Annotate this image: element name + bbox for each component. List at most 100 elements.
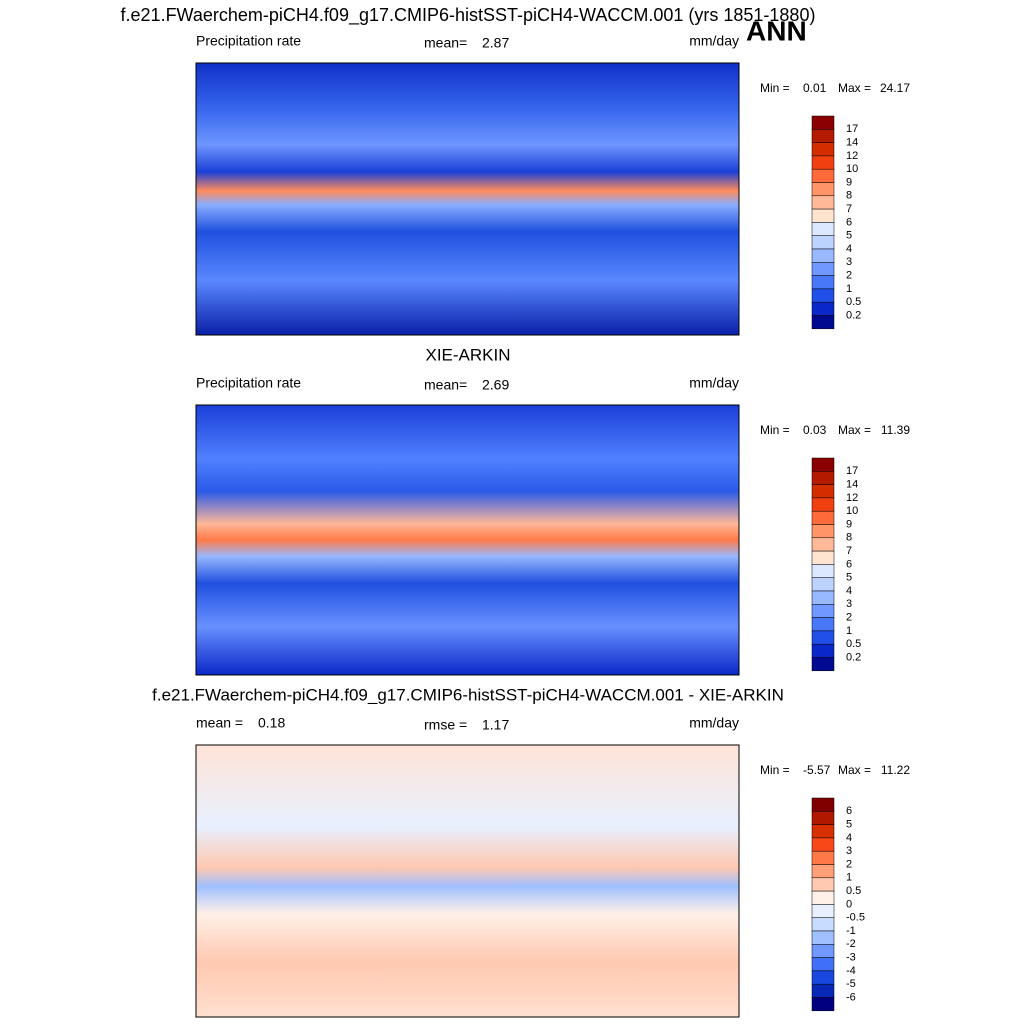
colorbar-label: 0 [846, 898, 852, 910]
colorbar-label: 2 [846, 612, 852, 624]
colorbar-box [811, 155, 835, 170]
colorbar-label: 8 [846, 532, 852, 544]
min-value: -5.57 [803, 763, 831, 777]
panel-heading: XIE-ARKIN [425, 345, 510, 364]
colorbar-label: 17 [846, 123, 858, 135]
colorbar-label: 3 [846, 598, 852, 610]
colorbar-box [811, 262, 835, 276]
max-value: 11.22 [881, 763, 910, 777]
colorbar-box [811, 484, 835, 499]
colorbar-label: 12 [846, 492, 858, 504]
colorbar-box [811, 617, 835, 632]
colorbar-label: 0.5 [846, 885, 861, 897]
colorbar-box [811, 630, 835, 645]
colorbar-label: 0.5 [846, 638, 861, 650]
map-field [195, 62, 740, 336]
stat-value: 1.17 [482, 717, 509, 733]
colorbar-box [811, 510, 835, 525]
colorbar-label: -4 [846, 965, 856, 977]
colorbar-box [811, 850, 835, 865]
colorbar-box [811, 797, 835, 812]
colorbar-box [811, 142, 835, 157]
colorbar-box [811, 997, 835, 1012]
colorbar-box [811, 657, 835, 672]
colorbar-label: 1 [846, 283, 852, 295]
min-label: Min = [760, 81, 790, 95]
colorbar-label: -6 [846, 991, 856, 1003]
colorbar-label: 14 [846, 137, 858, 149]
colorbar-box [811, 930, 835, 945]
colorbar-label: 17 [846, 465, 858, 477]
colorbar-box [811, 115, 835, 130]
colorbar-label: 5 [846, 230, 852, 242]
colorbar-box [811, 917, 835, 932]
colorbar-box [811, 195, 835, 210]
colorbar-label: 3 [846, 256, 852, 268]
colorbar-box [811, 864, 835, 879]
colorbar-label: 5 [846, 572, 852, 584]
colorbar-box [811, 904, 835, 918]
stat-label: rmse = [424, 717, 467, 733]
colorbar-box [811, 208, 835, 223]
colorbar-box [811, 222, 835, 236]
colorbar-label: 4 [846, 832, 852, 844]
max-value: 11.39 [881, 423, 910, 437]
colorbar-box [811, 983, 835, 998]
colorbar-label: 9 [846, 176, 852, 188]
colorbar-label: 0.5 [846, 296, 861, 308]
colorbar-box [811, 590, 835, 605]
colorbar-label: 8 [846, 190, 852, 202]
left-label: Precipitation rate [196, 375, 301, 391]
colorbar-box [811, 182, 835, 197]
max-label: Max = [838, 423, 871, 437]
colorbar-box [811, 248, 835, 263]
colorbar-box [811, 604, 835, 618]
colorbar-box [811, 168, 835, 183]
colorbar-box [811, 235, 835, 250]
units: mm/day [689, 375, 739, 391]
colorbar-label: 1 [846, 872, 852, 884]
colorbar-label: 2 [846, 270, 852, 282]
min-value: 0.03 [803, 423, 827, 437]
colorbar-box [811, 837, 835, 852]
units: mm/day [689, 715, 739, 731]
colorbar-label: 10 [846, 163, 858, 175]
colorbar-box [811, 537, 835, 552]
max-label: Max = [838, 763, 871, 777]
colorbar-box [811, 315, 835, 330]
colorbar-label: 5 [846, 819, 852, 831]
colorbar-label: 6 [846, 805, 852, 817]
colorbar-label: -3 [846, 952, 856, 964]
colorbar-label: -1 [846, 925, 856, 937]
colorbar-box [811, 824, 835, 839]
colorbar-box [811, 944, 835, 958]
colorbar-label: 6 [846, 216, 852, 228]
colorbar-label: 3 [846, 845, 852, 857]
colorbar-box [811, 890, 835, 905]
colorbar-box [811, 471, 835, 485]
colorbar-box [811, 957, 835, 972]
colorbar-label: 4 [846, 243, 852, 255]
colorbar-label: 4 [846, 585, 852, 597]
stat-value: 2.87 [482, 35, 509, 51]
max-label: Max = [838, 81, 871, 95]
colorbar-label: 12 [846, 150, 858, 162]
left-value: 0.18 [258, 715, 285, 731]
colorbar-box [811, 564, 835, 578]
panel-heading: f.e21.FWaerchem-piCH4.f09_g17.CMIP6-hist… [152, 685, 784, 704]
colorbar-box [811, 811, 835, 825]
colorbar-label: -0.5 [846, 912, 865, 924]
colorbar-box [811, 497, 835, 512]
colorbar-box [811, 129, 835, 143]
colorbar-label: 7 [846, 203, 852, 215]
units: mm/day [689, 33, 739, 49]
map-field [195, 744, 740, 1018]
stat-label: mean= [424, 377, 467, 393]
colorbar-label: -2 [846, 938, 856, 950]
left-label: Precipitation rate [196, 33, 301, 49]
colorbar-box [811, 550, 835, 565]
colorbar-box [811, 275, 835, 290]
colorbar-label: 0.2 [846, 651, 861, 663]
map-field [195, 404, 740, 676]
left-label: mean = [196, 715, 243, 731]
